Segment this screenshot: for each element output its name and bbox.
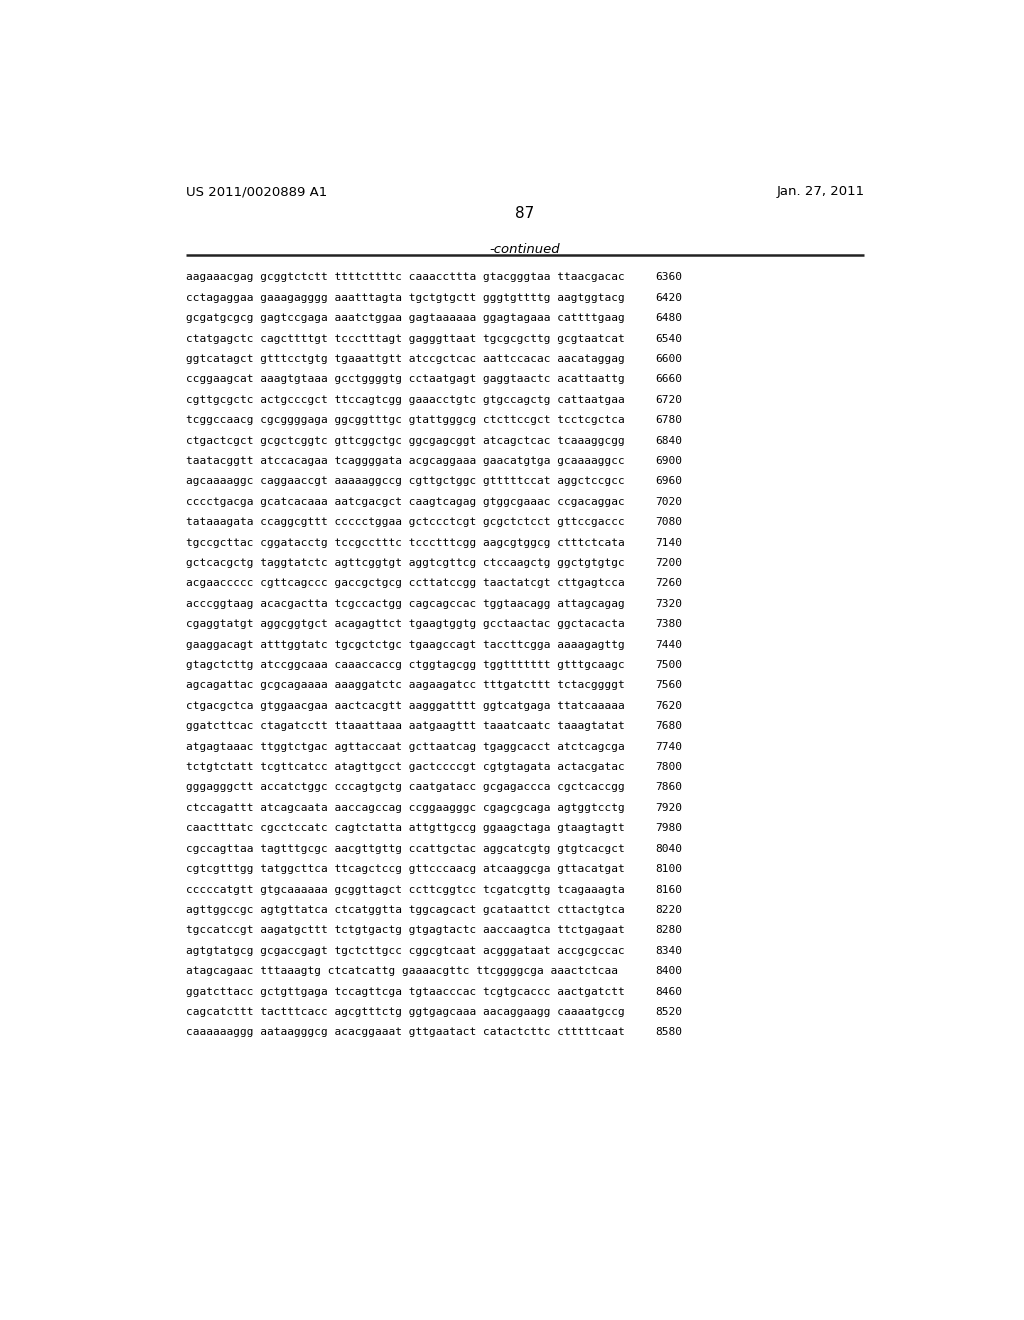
- Text: taatacggtt atccacagaa tcaggggata acgcaggaaa gaacatgtga gcaaaaggcc: taatacggtt atccacagaa tcaggggata acgcagg…: [186, 455, 625, 466]
- Text: gcgatgcgcg gagtccgaga aaatctggaa gagtaaaaaa ggagtagaaa cattttgaag: gcgatgcgcg gagtccgaga aaatctggaa gagtaaa…: [186, 313, 625, 323]
- Text: 7380: 7380: [655, 619, 682, 630]
- Text: 6600: 6600: [655, 354, 682, 364]
- Text: ggatcttcac ctagatcctt ttaaattaaa aatgaagttt taaatcaatc taaagtatat: ggatcttcac ctagatcctt ttaaattaaa aatgaag…: [186, 721, 625, 731]
- Text: acgaaccccc cgttcagccc gaccgctgcg ccttatccgg taactatcgt cttgagtcca: acgaaccccc cgttcagccc gaccgctgcg ccttatc…: [186, 578, 625, 589]
- Text: -continued: -continued: [489, 243, 560, 256]
- Text: 6780: 6780: [655, 416, 682, 425]
- Text: cgccagttaa tagtttgcgc aacgttgttg ccattgctac aggcatcgtg gtgtcacgct: cgccagttaa tagtttgcgc aacgttgttg ccattgc…: [186, 843, 625, 854]
- Text: 7260: 7260: [655, 578, 682, 589]
- Text: cccctgacga gcatcacaaa aatcgacgct caagtcagag gtggcgaaac ccgacaggac: cccctgacga gcatcacaaa aatcgacgct caagtca…: [186, 496, 625, 507]
- Text: 7560: 7560: [655, 681, 682, 690]
- Text: agttggccgc agtgttatca ctcatggtta tggcagcact gcataattct cttactgtca: agttggccgc agtgttatca ctcatggtta tggcagc…: [186, 906, 625, 915]
- Text: gggagggctt accatctggc cccagtgctg caatgatacc gcgagaccca cgctcaccgg: gggagggctt accatctggc cccagtgctg caatgat…: [186, 783, 625, 792]
- Text: cgaggtatgt aggcggtgct acagagttct tgaagtggtg gcctaactac ggctacacta: cgaggtatgt aggcggtgct acagagttct tgaagtg…: [186, 619, 625, 630]
- Text: cgttgcgctc actgcccgct ttccagtcgg gaaacctgtc gtgccagctg cattaatgaa: cgttgcgctc actgcccgct ttccagtcgg gaaacct…: [186, 395, 625, 405]
- Text: caactttatc cgcctccatc cagtctatta attgttgccg ggaagctaga gtaagtagtt: caactttatc cgcctccatc cagtctatta attgttg…: [186, 824, 625, 833]
- Text: gctcacgctg taggtatctc agttcggtgt aggtcgttcg ctccaagctg ggctgtgtgc: gctcacgctg taggtatctc agttcggtgt aggtcgt…: [186, 558, 625, 568]
- Text: 7440: 7440: [655, 640, 682, 649]
- Text: 7500: 7500: [655, 660, 682, 671]
- Text: 8160: 8160: [655, 884, 682, 895]
- Text: 7080: 7080: [655, 517, 682, 527]
- Text: 6960: 6960: [655, 477, 682, 486]
- Text: 6360: 6360: [655, 272, 682, 282]
- Text: atagcagaac tttaaagtg ctcatcattg gaaaacgttc ttcggggcga aaactctcaa: atagcagaac tttaaagtg ctcatcattg gaaaacgt…: [186, 966, 618, 975]
- Text: 8220: 8220: [655, 906, 682, 915]
- Text: ctgactcgct gcgctcggtc gttcggctgc ggcgagcggt atcagctcac tcaaaggcgg: ctgactcgct gcgctcggtc gttcggctgc ggcgagc…: [186, 436, 625, 446]
- Text: 7980: 7980: [655, 824, 682, 833]
- Text: tcggccaacg cgcggggaga ggcggtttgc gtattgggcg ctcttccgct tcctcgctca: tcggccaacg cgcggggaga ggcggtttgc gtattgg…: [186, 416, 625, 425]
- Text: tctgtctatt tcgttcatcc atagttgcct gactccccgt cgtgtagata actacgatac: tctgtctatt tcgttcatcc atagttgcct gactccc…: [186, 762, 625, 772]
- Text: agcaaaaggc caggaaccgt aaaaaggccg cgttgctggc gtttttccat aggctccgcc: agcaaaaggc caggaaccgt aaaaaggccg cgttgct…: [186, 477, 625, 486]
- Text: tgccatccgt aagatgcttt tctgtgactg gtgagtactc aaccaagtca ttctgagaat: tgccatccgt aagatgcttt tctgtgactg gtgagta…: [186, 925, 625, 936]
- Text: 7020: 7020: [655, 496, 682, 507]
- Text: 7140: 7140: [655, 537, 682, 548]
- Text: cccccatgtt gtgcaaaaaa gcggttagct ccttcggtcc tcgatcgttg tcagaaagta: cccccatgtt gtgcaaaaaa gcggttagct ccttcgg…: [186, 884, 625, 895]
- Text: cctagaggaa gaaagagggg aaatttagta tgctgtgctt gggtgttttg aagtggtacg: cctagaggaa gaaagagggg aaatttagta tgctgtg…: [186, 293, 625, 302]
- Text: gaaggacagt atttggtatc tgcgctctgc tgaagccagt taccttcgga aaaagagttg: gaaggacagt atttggtatc tgcgctctgc tgaagcc…: [186, 640, 625, 649]
- Text: US 2011/0020889 A1: US 2011/0020889 A1: [186, 185, 328, 198]
- Text: tataaagata ccaggcgttt ccccctggaa gctccctcgt gcgctctcct gttccgaccc: tataaagata ccaggcgttt ccccctggaa gctccct…: [186, 517, 625, 527]
- Text: ccggaagcat aaagtgtaaa gcctggggtg cctaatgagt gaggtaactc acattaattg: ccggaagcat aaagtgtaaa gcctggggtg cctaatg…: [186, 375, 625, 384]
- Text: ctatgagctc cagcttttgt tccctttagt gagggttaat tgcgcgcttg gcgtaatcat: ctatgagctc cagcttttgt tccctttagt gagggtt…: [186, 334, 625, 343]
- Text: 8520: 8520: [655, 1007, 682, 1016]
- Text: gtagctcttg atccggcaaa caaaccaccg ctggtagcgg tggttttttt gtttgcaagc: gtagctcttg atccggcaaa caaaccaccg ctggtag…: [186, 660, 625, 671]
- Text: 7320: 7320: [655, 599, 682, 609]
- Text: 7860: 7860: [655, 783, 682, 792]
- Text: aagaaacgag gcggtctctt ttttcttttc caaaccttta gtacgggtaa ttaacgacac: aagaaacgag gcggtctctt ttttcttttc caaacct…: [186, 272, 625, 282]
- Text: ctccagattt atcagcaata aaccagccag ccggaagggc cgagcgcaga agtggtcctg: ctccagattt atcagcaata aaccagccag ccggaag…: [186, 803, 625, 813]
- Text: agtgtatgcg gcgaccgagt tgctcttgcc cggcgtcaat acgggataat accgcgccac: agtgtatgcg gcgaccgagt tgctcttgcc cggcgtc…: [186, 945, 625, 956]
- Text: ggtcatagct gtttcctgtg tgaaattgtt atccgctcac aattccacac aacataggag: ggtcatagct gtttcctgtg tgaaattgtt atccgct…: [186, 354, 625, 364]
- Text: 6720: 6720: [655, 395, 682, 405]
- Text: 8340: 8340: [655, 945, 682, 956]
- Text: agcagattac gcgcagaaaa aaaggatctc aagaagatcc tttgatcttt tctacggggt: agcagattac gcgcagaaaa aaaggatctc aagaaga…: [186, 681, 625, 690]
- Text: 6900: 6900: [655, 455, 682, 466]
- Text: 8280: 8280: [655, 925, 682, 936]
- Text: tgccgcttac cggatacctg tccgcctttc tccctttcgg aagcgtggcg ctttctcata: tgccgcttac cggatacctg tccgcctttc tcccttt…: [186, 537, 625, 548]
- Text: 8580: 8580: [655, 1027, 682, 1038]
- Text: 7200: 7200: [655, 558, 682, 568]
- Text: 7620: 7620: [655, 701, 682, 711]
- Text: 6420: 6420: [655, 293, 682, 302]
- Text: 8400: 8400: [655, 966, 682, 975]
- Text: ggatcttacc gctgttgaga tccagttcga tgtaacccac tcgtgcaccc aactgatctt: ggatcttacc gctgttgaga tccagttcga tgtaacc…: [186, 986, 625, 997]
- Text: 87: 87: [515, 206, 535, 222]
- Text: 7800: 7800: [655, 762, 682, 772]
- Text: acccggtaag acacgactta tcgccactgg cagcagccac tggtaacagg attagcagag: acccggtaag acacgactta tcgccactgg cagcagc…: [186, 599, 625, 609]
- Text: 6660: 6660: [655, 375, 682, 384]
- Text: 8100: 8100: [655, 865, 682, 874]
- Text: 8040: 8040: [655, 843, 682, 854]
- Text: cagcatcttt tactttcacc agcgtttctg ggtgagcaaa aacaggaagg caaaatgccg: cagcatcttt tactttcacc agcgtttctg ggtgagc…: [186, 1007, 625, 1016]
- Text: 7680: 7680: [655, 721, 682, 731]
- Text: 7740: 7740: [655, 742, 682, 751]
- Text: 6480: 6480: [655, 313, 682, 323]
- Text: atgagtaaac ttggtctgac agttaccaat gcttaatcag tgaggcacct atctcagcga: atgagtaaac ttggtctgac agttaccaat gcttaat…: [186, 742, 625, 751]
- Text: 6540: 6540: [655, 334, 682, 343]
- Text: cgtcgtttgg tatggcttca ttcagctccg gttcccaacg atcaaggcga gttacatgat: cgtcgtttgg tatggcttca ttcagctccg gttccca…: [186, 865, 625, 874]
- Text: ctgacgctca gtggaacgaa aactcacgtt aagggatttt ggtcatgaga ttatcaaaaa: ctgacgctca gtggaacgaa aactcacgtt aagggat…: [186, 701, 625, 711]
- Text: caaaaaaggg aataagggcg acacggaaat gttgaatact catactcttc ctttttcaat: caaaaaaggg aataagggcg acacggaaat gttgaat…: [186, 1027, 625, 1038]
- Text: Jan. 27, 2011: Jan. 27, 2011: [776, 185, 864, 198]
- Text: 6840: 6840: [655, 436, 682, 446]
- Text: 7920: 7920: [655, 803, 682, 813]
- Text: 8460: 8460: [655, 986, 682, 997]
